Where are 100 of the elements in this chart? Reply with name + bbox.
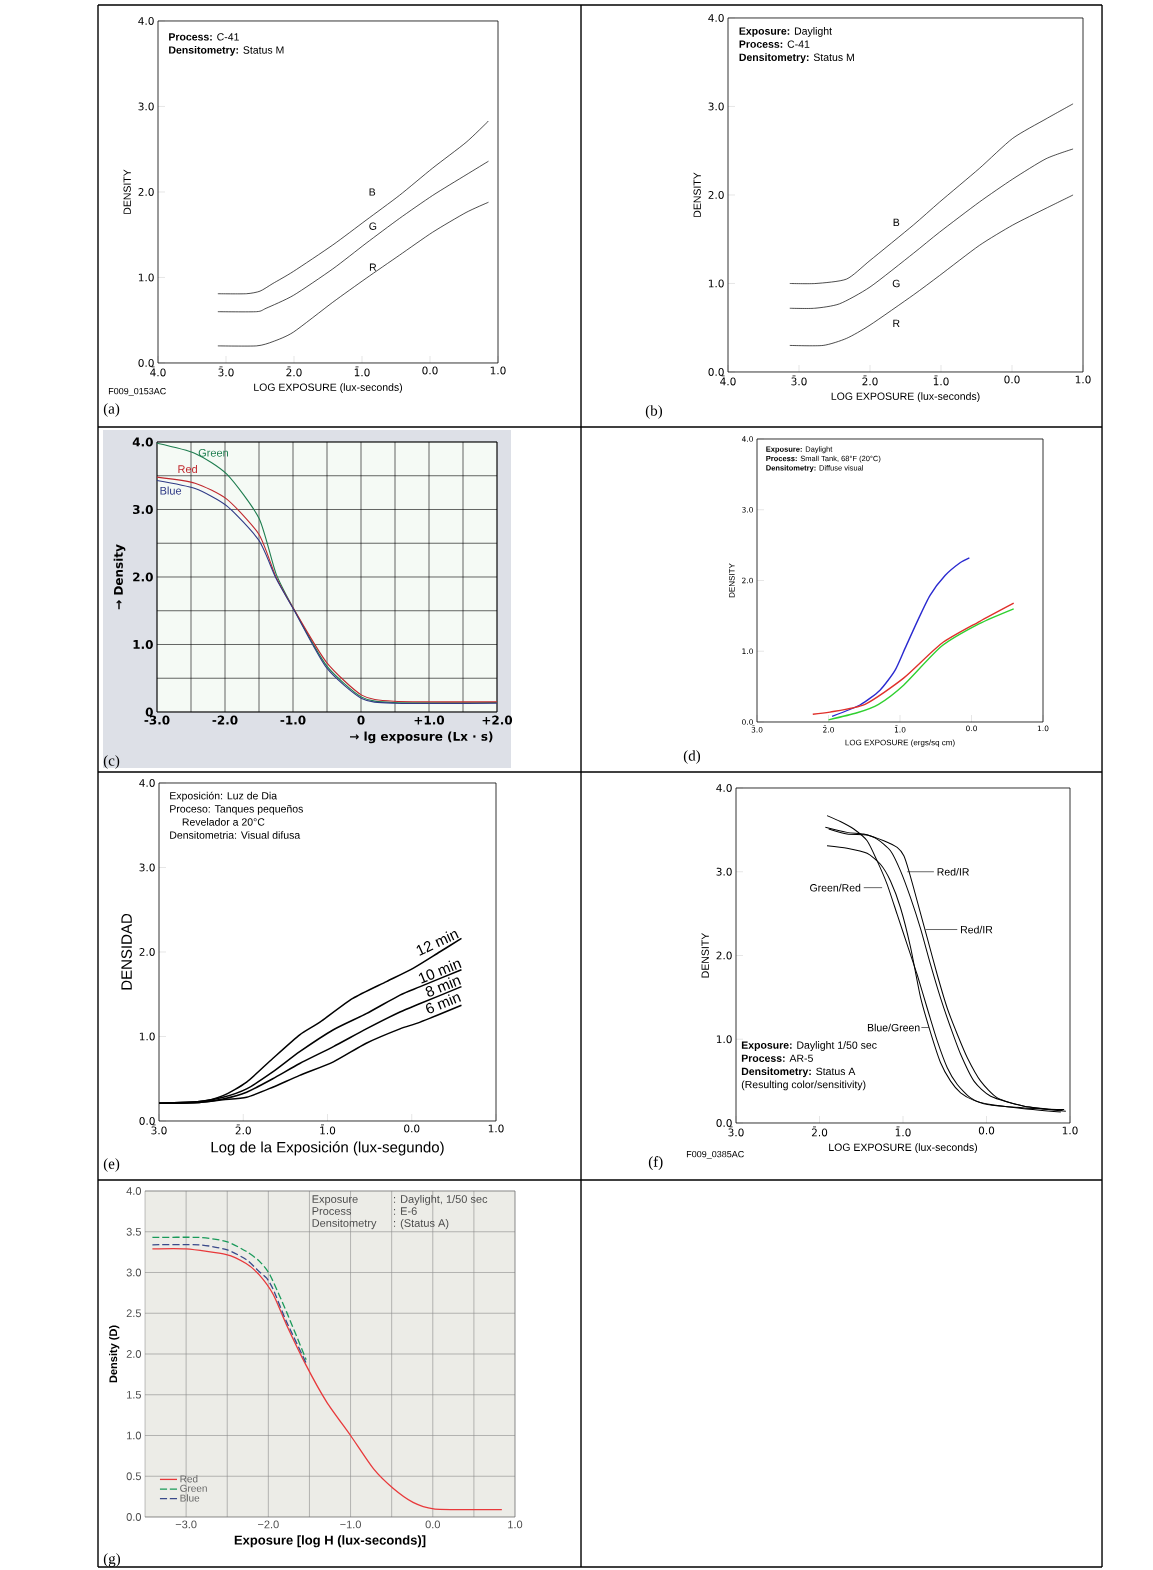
annotation: : (Status A) — [394, 1218, 449, 1230]
x-tick-label: 1.0 — [1075, 375, 1091, 384]
annotation: (Resulting color/sensitivity) — [741, 1080, 866, 1091]
series-label: G — [369, 222, 377, 230]
legend-label: Red/IR — [961, 925, 993, 934]
y-tick-label: 4.0 — [139, 779, 155, 787]
annotation: Exposure: Daylight 1/50 sec — [741, 1041, 877, 1051]
y-tick-label: 1.0 — [139, 1032, 155, 1041]
x-axis-title: → lg exposure (Lx · s) — [350, 731, 493, 744]
y-tick-label: 2.0 — [139, 948, 155, 956]
annotation: Exposición: Luz de Dia — [170, 791, 278, 802]
x-tick-label: −3.0 — [175, 1520, 197, 1529]
y-tick-label: 0.0 — [716, 1119, 732, 1127]
x-tick-label: 3̄.0 — [728, 1126, 744, 1137]
annotation: Process — [312, 1207, 352, 1215]
y-tick-label: 4.0 — [708, 14, 724, 22]
x-tick-label: 1̄.0 — [354, 366, 370, 377]
x-tick-label: 0.0 — [1004, 375, 1020, 384]
y-tick-label: 2.0 — [138, 188, 154, 196]
x-axis-title: Exposure [log H (lux-seconds)] — [234, 1535, 426, 1548]
x-axis-title: LOG EXPOSURE (lux-seconds) — [254, 383, 403, 394]
y-tick-label: 2.5 — [126, 1309, 141, 1318]
y-tick-label: 1.0 — [716, 1035, 732, 1044]
x-tick-label: 1̄.0 — [320, 1124, 336, 1135]
y-tick-label: 0.0 — [139, 1117, 155, 1125]
text: 12 min — [416, 931, 459, 956]
text: (g) — [103, 1553, 121, 1567]
annotation: Densitometry: Status M — [739, 53, 854, 64]
x-tick-label: 4̄.0 — [720, 375, 736, 386]
annotation: Process: AR-5 — [741, 1054, 813, 1062]
legend-label: Red/IR — [937, 867, 969, 876]
text: (a) — [103, 403, 120, 417]
x-tick-label: 1.0 — [488, 1124, 504, 1133]
y-axis-title: DENSITY — [123, 169, 131, 214]
x-tick-label: 2̄.0 — [286, 366, 302, 377]
annotation: Densitometry: Status A — [741, 1067, 856, 1078]
y-tick-label: 3.0 — [716, 867, 732, 876]
y-tick-label: 1.0 — [708, 279, 724, 288]
y-tick-label: 1.0 — [127, 1431, 142, 1440]
x-tick-label: 1̄.0 — [933, 375, 949, 386]
y-tick-label: 3.0 — [126, 1268, 142, 1277]
y-tick-label: 3.0 — [133, 504, 153, 515]
series-label: Blue — [160, 486, 182, 495]
annotation: : Daylight, 1/50 sec — [394, 1194, 488, 1206]
series-label: Red — [178, 464, 197, 474]
x-tick-label: 0.0 — [425, 1520, 440, 1529]
x-tick-label: −2.0 — [258, 1520, 279, 1529]
y-axis-title: DENSIDAD — [121, 913, 132, 990]
y-tick-label: 4.0 — [138, 17, 154, 25]
y-tick-label: 3.0 — [708, 102, 724, 111]
series-label: G — [892, 279, 900, 288]
annotation: Process: C-41 — [169, 33, 239, 41]
annotation: Densitometria: Visual difusa — [170, 831, 301, 839]
x-tick-label: -2.0 — [212, 715, 238, 725]
x-tick-label: 4̄.0 — [150, 366, 166, 377]
y-axis-title: Density (D) — [109, 1325, 120, 1383]
x-tick-label: 0.0 — [422, 366, 438, 375]
x-tick-label: 3̄.0 — [218, 366, 234, 377]
x-tick-label: 2̄.0 — [235, 1124, 251, 1135]
text: (b) — [645, 405, 663, 419]
y-tick-label: 2.0 — [133, 572, 153, 582]
y-tick-label: 2.0 — [708, 191, 724, 199]
y-tick-label: 3.0 — [138, 102, 154, 111]
annotation: Exposure — [312, 1195, 358, 1206]
y-tick-label: 0.5 — [126, 1472, 141, 1481]
y-axis-title: DENSITY — [693, 172, 701, 217]
x-tick-label: 3̄.0 — [151, 1124, 167, 1135]
y-tick-label: 4.0 — [132, 437, 153, 447]
y-tick-label: 0 — [145, 707, 153, 717]
x-tick-label: 0 — [357, 715, 365, 725]
x-axis-title: LOG EXPOSURE (lux-seconds) — [831, 392, 980, 403]
y-tick-label: 4.0 — [126, 1187, 142, 1195]
text: (e) — [103, 1158, 120, 1172]
y-axis-title: DENSITY — [701, 932, 709, 978]
x-tick-label: 1.0 — [490, 366, 506, 375]
annotation: Revelador a 20°C — [182, 818, 265, 826]
text: (d) — [683, 750, 701, 764]
series-label: R — [893, 319, 900, 327]
text: Green/Red — [810, 883, 861, 892]
text: (c) — [103, 755, 120, 769]
y-tick-label: 1.5 — [127, 1390, 141, 1399]
x-axis-title: Log de la Exposición (lux-segundo) — [211, 1141, 444, 1156]
series-label: Green — [198, 448, 228, 457]
y-tick-label: 2.0 — [126, 1350, 142, 1358]
y-tick-label: 4.0 — [716, 784, 732, 792]
x-tick-label: +2.0 — [482, 715, 513, 725]
series-label: B — [369, 188, 376, 196]
x-tick-label: 3̄.0 — [791, 375, 807, 386]
y-axis-title: → Density — [113, 544, 126, 610]
y-axis-title: DENSITY — [729, 563, 735, 598]
y-tick-label: 0.0 — [138, 359, 154, 367]
x-tick-label: 1̄.0 — [895, 1126, 911, 1137]
y-tick-label: 3.0 — [139, 863, 155, 872]
series-label: R — [369, 263, 377, 271]
annotation: Process: C-41 — [739, 40, 810, 48]
x-tick-label: -1.0 — [280, 715, 306, 725]
series-label: Blue/Green — [867, 1023, 920, 1032]
annotation: : E-6 — [394, 1207, 417, 1215]
legend-label: Blue — [180, 1494, 200, 1502]
legend-label: Green — [180, 1484, 207, 1492]
